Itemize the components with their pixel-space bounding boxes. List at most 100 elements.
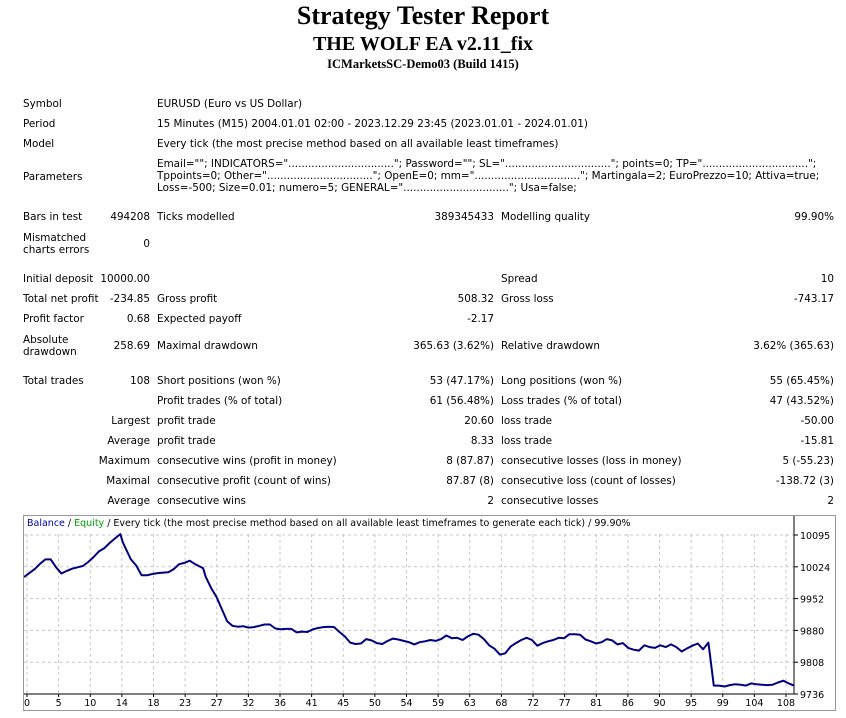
balance-chart-svg: 10095 10024 9952 9880 9808 9736 0 5 10 14 18 23 27 32… [24,516,830,709]
avg-cons-losses-value: 2 [827,495,834,507]
average-profit-value: 8.33 [470,435,494,447]
chart-x-tick-label: 0 [24,698,30,709]
ticks-value: 389345433 [434,211,495,223]
maximal-loss-label: consecutive loss (count of losses) [501,475,676,487]
rel-drawdown-value: 3.62% (365.63) [753,340,834,352]
ticks-label: Ticks modelled [157,211,235,223]
bars-value: 494208 [110,211,150,223]
gross-profit-value: 508.32 [457,293,494,305]
chart-y-tick-label: 9952 [800,595,824,606]
abs-drawdown-label-2: drawdown [23,346,77,358]
chart-x-tick-label: 54 [400,698,412,709]
chart-legend: Balance / Equity / Every tick (the most … [27,518,633,530]
balance-chart: 10095 10024 9952 9880 9808 9736 0 5 10 14 18 23 27 32… [23,515,836,711]
chart-x-tick-label: 104 [745,698,763,709]
chart-x-tick-label: 86 [622,698,634,709]
deposit-label: Initial deposit [23,273,94,285]
quality-value: 99.90% [794,211,834,223]
chart-x-tick-label: 59 [432,698,444,709]
max-cons-wins-value: 8 (87.87) [446,455,494,467]
symbol-value: EURUSD (Euro vs US Dollar) [157,98,302,110]
spread-value: 10 [820,273,834,285]
average-consecutive-label: Average [107,495,150,507]
chart-x-tick-label: 36 [274,698,286,709]
rel-drawdown-label: Relative drawdown [501,340,600,352]
maximal-profit-value: 87.87 (8) [446,475,494,487]
chart-x-tick-label: 81 [590,698,602,709]
chart-x-tick-label: 23 [179,698,191,709]
chart-x-tick-label: 18 [147,698,159,709]
parameters-line-3: Loss=-500; Size=0.01; numero=5; GENERAL=… [157,182,577,194]
average-loss-value: -15.81 [800,435,835,447]
parameters-label: Parameters [23,171,83,183]
bars-label: Bars in test [23,211,83,223]
expected-payoff-value: -2.17 [467,313,494,325]
legend-description: / Every tick (the most precise method ba… [104,518,631,529]
deposit-value: 10000.00 [100,273,150,285]
chart-x-tick-label: 95 [685,698,697,709]
chart-x-tick-label: 72 [527,698,539,709]
largest-loss-label: loss trade [501,415,553,427]
chart-y-tick-label: 9808 [800,658,824,669]
period-label: Period [23,118,56,130]
avg-cons-wins-label: consecutive wins [157,495,246,507]
chart-y-tick-label: 10024 [800,563,830,574]
average-profit-label: profit trade [157,435,216,447]
chart-x-tick-label: 32 [242,698,254,709]
profit-factor-value: 0.68 [126,313,150,325]
chart-x-tick-label: 27 [211,698,223,709]
abs-drawdown-value: 258.69 [113,340,150,352]
largest-loss-value: -50.00 [800,415,835,427]
loss-trades-label: Loss trades (% of total) [501,395,622,407]
chart-y-tick-label: 9880 [800,626,824,637]
long-positions-label: Long positions (won %) [501,375,623,387]
ea-name: THE WOLF EA v2.11_fix [312,33,534,55]
mismatch-value: 0 [143,238,150,250]
loss-trades-value: 47 (43.52%) [769,395,834,407]
chart-x-tick-label: 5 [56,698,62,709]
quality-label: Modelling quality [501,211,591,223]
total-trades-value: 108 [130,375,150,387]
largest-label: Largest [111,415,150,427]
balance-series-line [24,533,795,688]
max-cons-losses-value: 5 (-55.23) [782,455,834,467]
gross-loss-label: Gross loss [501,293,554,305]
avg-cons-losses-label: consecutive losses [501,495,599,507]
largest-profit-label: profit trade [157,415,216,427]
symbol-label: Symbol [23,98,62,110]
maximal-loss-value: -138.72 (3) [775,475,834,487]
profit-trades-label: Profit trades (% of total) [157,395,283,407]
mismatch-label-2: charts errors [23,244,90,256]
chart-x-tick-label: 41 [306,698,318,709]
gross-profit-label: Gross profit [157,293,218,305]
chart-x-tick-label: 50 [369,698,381,709]
model-label: Model [23,138,55,150]
short-positions-label: Short positions (won %) [157,375,281,387]
chart-x-tick-label: 45 [337,698,349,709]
expected-payoff-label: Expected payoff [157,313,242,325]
average-loss-label: loss trade [501,435,553,447]
chart-x-tick-label: 10 [84,698,96,709]
abs-drawdown-label-1: Absolute [23,334,69,346]
maximum-label: Maximum [98,455,150,467]
maximal-label: Maximal [106,475,150,487]
largest-profit-value: 20.60 [464,415,494,427]
chart-x-tick-label: 63 [464,698,476,709]
total-trades-label: Total trades [23,375,84,387]
chart-x-tick-label: 90 [653,698,665,709]
spread-label: Spread [501,273,538,285]
chart-x-tick-label: 68 [495,698,507,709]
max-drawdown-label: Maximal drawdown [157,340,258,352]
legend-sep: / [64,518,75,529]
report-title: Strategy Tester Report [296,1,550,30]
model-value: Every tick (the most precise method base… [157,138,559,150]
period-value: 15 Minutes (M15) 2004.01.01 02:00 - 2023… [157,118,588,130]
long-positions-value: 55 (65.45%) [769,375,834,387]
average-label: Average [107,435,150,447]
chart-x-tick-label: 108 [777,698,795,709]
net-profit-value: -234.85 [109,293,150,305]
gross-loss-value: -743.17 [793,293,834,305]
chart-y-tick-label: 9736 [800,690,824,701]
legend-balance: Balance [27,518,65,529]
max-cons-losses-label: consecutive losses (loss in money) [501,455,682,467]
